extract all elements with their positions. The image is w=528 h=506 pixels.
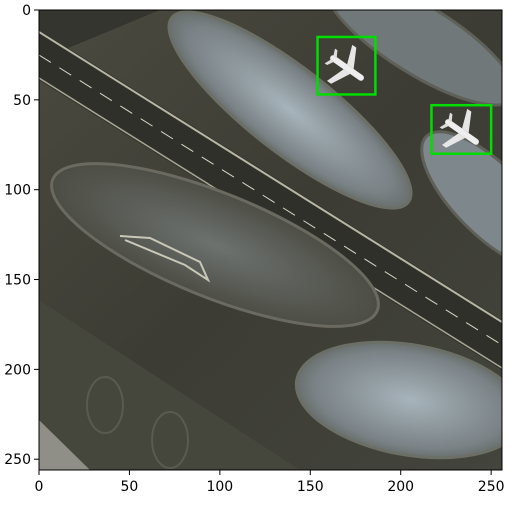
- airplane-1: [324, 44, 364, 84]
- x-tick-label: 50: [121, 479, 139, 495]
- detection-box-airplane: [430, 103, 493, 155]
- x-tick-label: 250: [478, 479, 505, 495]
- y-tick-label: 150: [4, 273, 31, 289]
- airplane-2: [439, 108, 479, 148]
- x-axis: 0 50 100 150 200 250: [35, 470, 505, 495]
- detection-boxes: [316, 35, 493, 155]
- y-tick-label: 0: [22, 3, 31, 19]
- x-tick-label: 200: [387, 479, 414, 495]
- axes-frame: [38, 9, 503, 471]
- x-tick-label: 0: [35, 479, 44, 495]
- aerial-photo: [39, 10, 502, 470]
- y-tick-label: 100: [4, 183, 31, 199]
- y-tick-label: 250: [4, 452, 31, 468]
- y-tick-label: 200: [4, 362, 31, 378]
- detection-box-airplane: [316, 35, 377, 96]
- x-tick-label: 150: [297, 479, 324, 495]
- x-tick-label: 100: [206, 479, 233, 495]
- y-tick-label: 50: [13, 93, 31, 109]
- y-axis: 0 50 100 150 200 250: [4, 3, 39, 468]
